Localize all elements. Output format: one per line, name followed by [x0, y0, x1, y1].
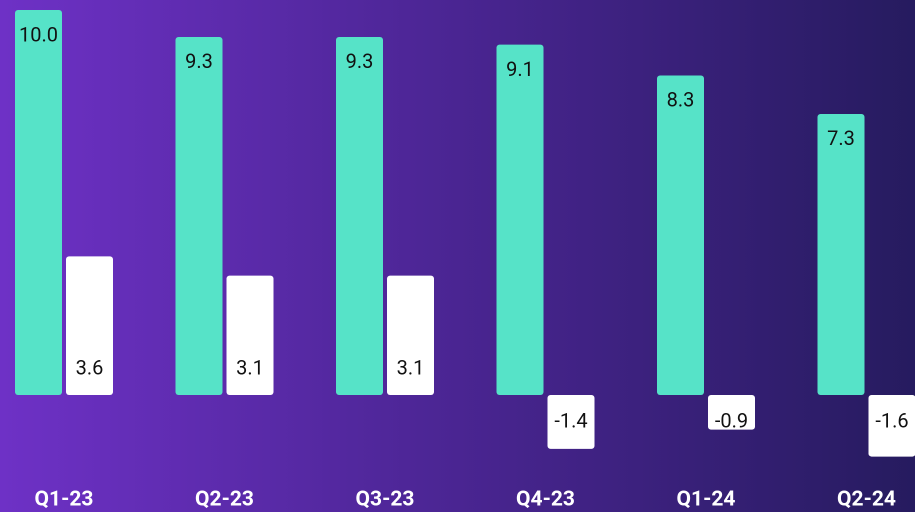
- x-tick-label: Q1-24: [677, 488, 736, 512]
- value-label: 7.3: [827, 126, 855, 150]
- bar: [175, 36, 223, 395]
- value-label: 8.3: [667, 88, 695, 112]
- value-label: -1.6: [875, 408, 908, 432]
- value-label: 10.0: [19, 22, 58, 46]
- bar: [66, 256, 113, 395]
- value-label: -0.9: [715, 408, 748, 432]
- value-label: 9.3: [185, 49, 213, 73]
- value-label: 9.3: [346, 49, 374, 73]
- x-tick-label: Q1-23: [35, 488, 94, 512]
- bar: [15, 10, 62, 395]
- x-tick-label: Q2-23: [195, 488, 254, 512]
- x-tick-label: Q2-24: [837, 488, 896, 512]
- value-label: -1.4: [554, 408, 587, 432]
- value-label: 3.1: [236, 355, 264, 379]
- x-tick-label: Q4-23: [516, 488, 575, 512]
- bar: [817, 113, 865, 395]
- bar: [657, 75, 704, 395]
- x-tick-label: Q3-23: [356, 488, 415, 512]
- bar: [547, 394, 595, 449]
- bar: [336, 36, 383, 395]
- value-label: 3.1: [397, 355, 425, 379]
- bar: [496, 44, 544, 395]
- value-label: 3.6: [76, 355, 104, 379]
- bar: [226, 275, 274, 395]
- bar: [387, 275, 434, 395]
- bar: [868, 394, 915, 457]
- bar: [708, 394, 755, 430]
- value-label: 9.1: [506, 57, 534, 81]
